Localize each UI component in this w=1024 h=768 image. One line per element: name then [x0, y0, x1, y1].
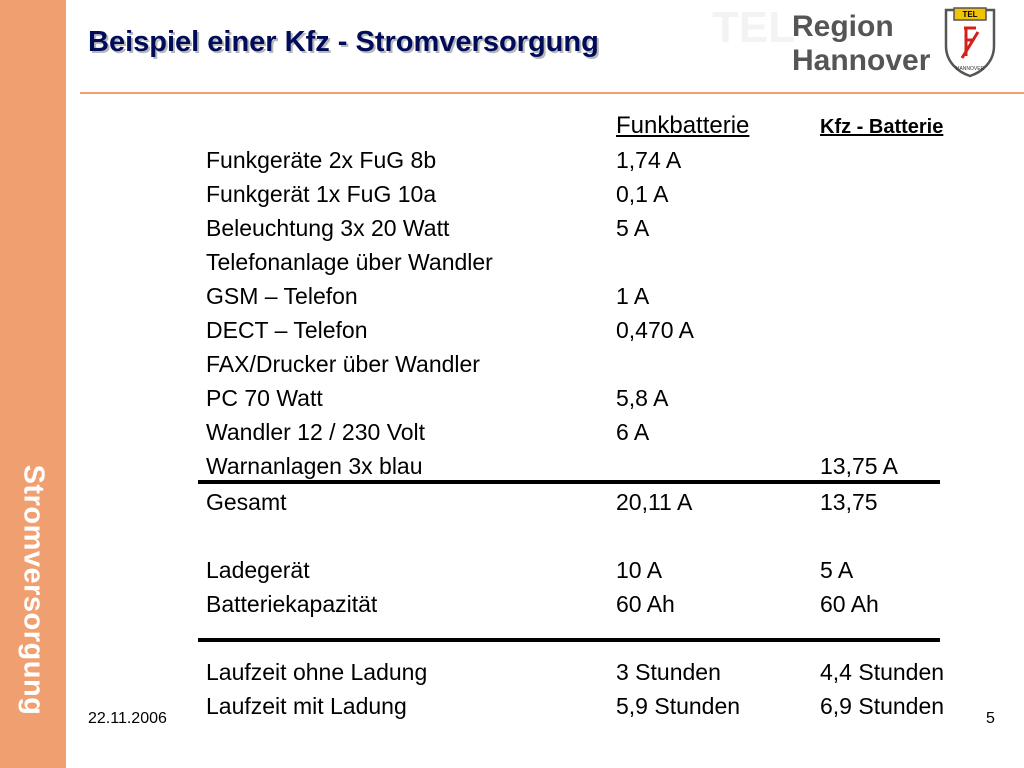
table-row: DECT – Telefon 0,470 A — [0, 317, 1024, 351]
table-row: Telefonanlage über Wandler — [0, 249, 1024, 283]
table-row: GSM – Telefon 1 A — [0, 283, 1024, 317]
row-label: Wandler 12 / 230 Volt — [206, 419, 426, 445]
row-label: Funkgerät 1x FuG 10a — [206, 181, 437, 207]
logo-watermark: TEL — [712, 3, 796, 52]
row-kfz-value: 13,75 A — [820, 453, 899, 479]
page-number: 5 — [986, 710, 995, 727]
table-row: Beleuchtung 3x 20 Watt 5 A — [0, 215, 1024, 249]
table-row: Funkgerät 1x FuG 10a 0,1 A — [0, 181, 1024, 215]
runtime-divider — [198, 638, 940, 642]
row-kfz-value: 6,9 Stunden — [820, 693, 945, 719]
row-kfz-value: 4,4 Stunden — [820, 659, 945, 685]
region-line-1: Region — [792, 10, 894, 43]
row-label: FAX/Drucker über Wandler — [206, 351, 480, 377]
sidebar: Stromversorgung — [0, 0, 66, 768]
row-label: Ladegerät — [206, 557, 310, 583]
row-label: Laufzeit mit Ladung — [206, 693, 407, 719]
row-kfz-value: 60 Ah — [820, 591, 879, 617]
row-funk-value: 3 Stunden — [616, 659, 721, 685]
row-label: Laufzeit ohne Ladung — [206, 659, 428, 685]
table-row: PC 70 Watt 5,8 A — [0, 385, 1024, 419]
table-row: Gesamt 20,11 A 13,75 — [0, 489, 1024, 523]
row-kfz-value: 5 A — [820, 557, 854, 583]
table-row: Warnanlagen 3x blau 13,75 A — [0, 453, 1024, 487]
row-label: Batteriekapazität — [206, 591, 378, 617]
row-funk-value: 5,9 Stunden — [616, 693, 741, 719]
row-funk-value: 5 A — [616, 215, 650, 241]
table-row: Ladegerät 10 A 5 A — [0, 557, 1024, 591]
row-funk-value: 10 A — [616, 557, 663, 583]
table-row: Laufzeit mit Ladung 5,9 Stunden 6,9 Stunde… — [0, 693, 1024, 727]
table-row: FAX/Drucker über Wandler — [0, 351, 1024, 385]
row-label: DECT – Telefon — [206, 317, 368, 343]
row-label: Warnanlagen 3x blau — [206, 453, 423, 479]
row-funk-value: 5,8 A — [616, 385, 669, 411]
row-funk-value: 0,470 A — [616, 317, 695, 343]
header-kfz-batterie: Kfz - Batterie — [820, 116, 944, 138]
footer-date: 22.11.2006 — [88, 710, 167, 727]
row-label: Beleuchtung 3x 20 Watt — [206, 215, 450, 241]
row-label: Gesamt — [206, 489, 287, 515]
crest-icon: TEL HANNOVER — [944, 7, 996, 78]
row-label: Telefonanlage über Wandler — [206, 249, 493, 275]
row-label: PC 70 Watt — [206, 385, 323, 411]
table-row: Laufzeit ohne Ladung 3 Stunden 4,4 Stunden — [0, 659, 1024, 693]
table-row: Wandler 12 / 230 Volt 6 A — [0, 419, 1024, 453]
row-label: Funkgeräte 2x FuG 8b — [206, 147, 437, 173]
slide-title: Beispiel einer Kfz - Stromversorgung — [88, 26, 599, 58]
table-row: Funkgeräte 2x FuG 8b 1,74 A — [0, 147, 1024, 181]
header-funkbatterie: Funkbatterie — [616, 112, 750, 139]
row-label: GSM – Telefon — [206, 283, 358, 309]
table-row: Batteriekapazität 60 Ah 60 Ah — [0, 591, 1024, 625]
row-funk-value: 60 Ah — [616, 591, 675, 617]
row-funk-value: 6 A — [616, 419, 650, 445]
row-kfz-value: 13,75 — [820, 489, 878, 515]
row-funk-value: 1 A — [616, 283, 650, 309]
crest-top-text: TEL — [962, 10, 977, 19]
row-funk-value: 1,74 A — [616, 147, 682, 173]
region-line-2: Hannover — [792, 44, 931, 77]
title-divider — [80, 92, 1024, 94]
region-logo-text: Region Hannover — [792, 10, 930, 78]
total-divider — [198, 480, 940, 484]
row-funk-value: 20,11 A — [616, 489, 693, 515]
row-funk-value: 0,1 A — [616, 181, 669, 207]
crest-bottom-text: HANNOVER — [956, 66, 985, 72]
